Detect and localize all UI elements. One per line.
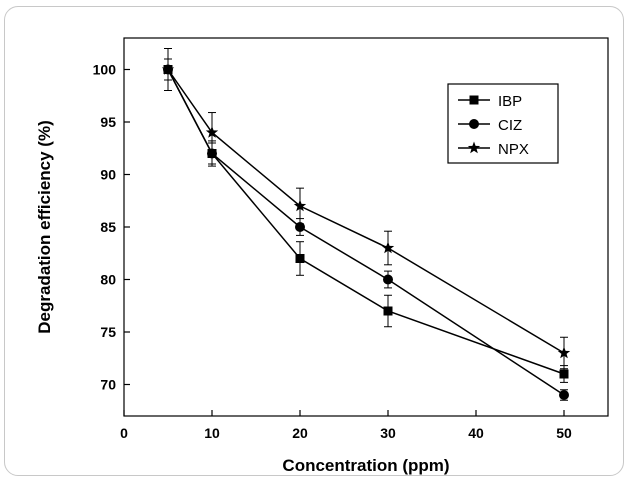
x-tick-label: 10 — [204, 425, 220, 441]
legend-label: NPX — [498, 141, 529, 158]
x-tick-label: 20 — [292, 425, 308, 441]
legend-item-npx: NPX — [458, 141, 529, 158]
y-tick-label: 75 — [100, 324, 116, 340]
data-point-ibp — [295, 254, 305, 263]
data-point-npx — [293, 199, 307, 212]
legend-item-ciz: CIZ — [458, 117, 522, 134]
x-axis-title: Concentration (ppm) — [282, 456, 449, 475]
data-point-ciz — [295, 222, 305, 232]
x-tick-label: 30 — [380, 425, 396, 441]
data-point-npx — [381, 241, 395, 254]
y-tick-label: 70 — [100, 377, 116, 393]
data-point-ciz — [559, 390, 569, 400]
data-point-npx — [205, 126, 219, 138]
data-point-ibp — [383, 306, 393, 316]
data-point-npx — [161, 63, 175, 75]
x-tick-label: 40 — [468, 425, 484, 441]
legend-item-ibp: IBP — [458, 93, 522, 110]
x-axis: 0 10 20 30 40 50 — [120, 410, 572, 441]
x-tick-label: 0 — [120, 425, 128, 441]
data-point-ciz — [383, 274, 393, 285]
legend: IBP CIZ NPX — [447, 83, 559, 164]
data-point-ibp — [559, 369, 569, 379]
legend-label: IBP — [498, 93, 522, 110]
legend-label: CIZ — [498, 117, 522, 134]
y-tick-label: 80 — [100, 272, 116, 288]
data-point-ciz — [207, 148, 217, 159]
y-axis-title: Degradation efficiency (%) — [35, 120, 54, 334]
series-layer — [161, 48, 571, 401]
y-tick-label: 85 — [100, 219, 116, 235]
data-point-npx — [557, 346, 571, 359]
legend-marker-ibp — [469, 95, 479, 105]
y-tick-label: 100 — [93, 62, 117, 78]
legend-marker-ciz — [469, 119, 479, 129]
series-npx — [161, 48, 571, 370]
x-tick-label: 50 — [556, 425, 572, 441]
y-axis: 70 75 80 85 90 95 100 — [93, 62, 130, 393]
y-tick-label: 95 — [100, 114, 116, 130]
legend-marker-npx — [467, 141, 481, 154]
y-tick-label: 90 — [100, 167, 116, 183]
